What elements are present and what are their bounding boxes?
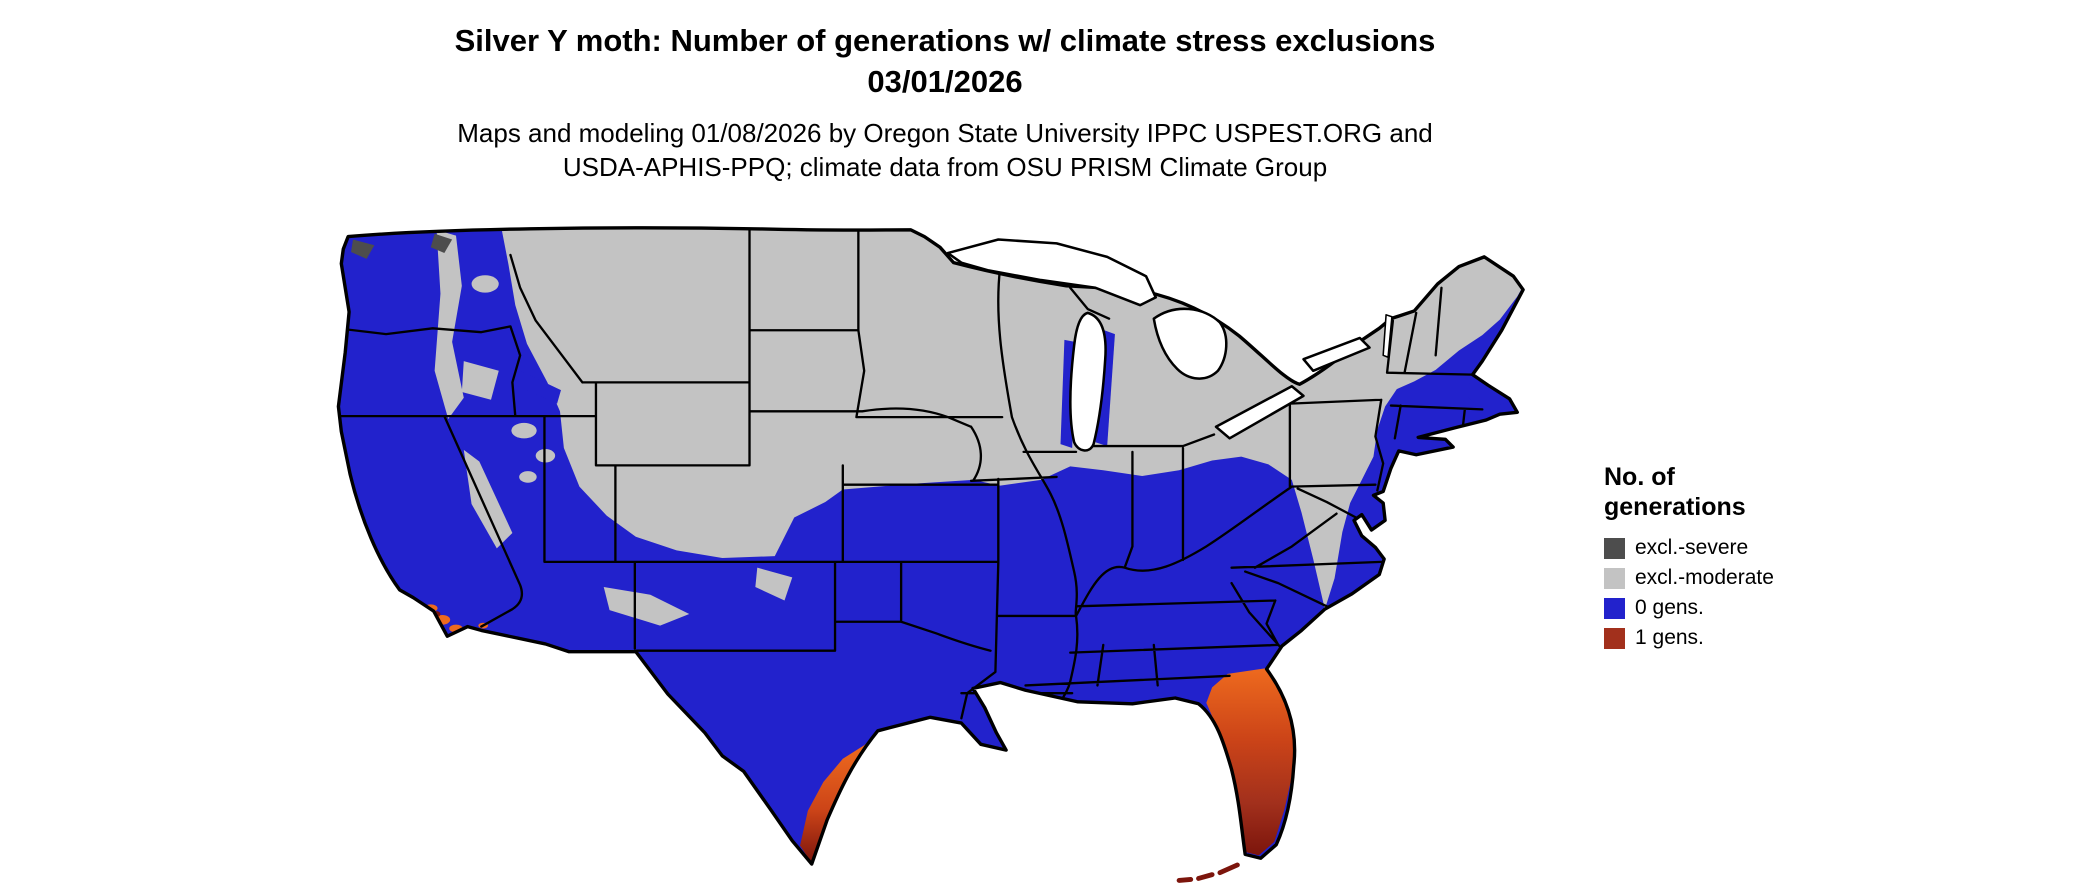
legend-item-zero-gens: 0 gens.	[1604, 596, 1774, 620]
gray-patch-arizona-highlands	[603, 586, 690, 626]
legend-swatch-excl-severe	[1604, 537, 1625, 559]
gray-patch-nevada-3	[519, 471, 537, 483]
us-outline	[336, 226, 1525, 866]
florida-keys	[1176, 862, 1240, 883]
legend: No. of generations excl.-severe excl.-mo…	[1604, 462, 1774, 656]
subtitle-line-2: USDA-APHIS-PPQ; climate data from OSU PR…	[562, 152, 1328, 182]
gray-patch-new-mexico	[755, 567, 793, 601]
severe-patch-north-cascades	[430, 233, 453, 254]
lake-huron	[1152, 307, 1228, 380]
region-one-generation-florida	[1206, 668, 1296, 856]
legend-label-excl-moderate: excl.-moderate	[1635, 566, 1774, 589]
page-title-line-1: Silver Y moth: Number of generations w/ …	[454, 23, 1436, 58]
gray-patch-nevada-1	[511, 422, 537, 439]
lake-ontario	[1302, 336, 1371, 373]
legend-swatch-excl-moderate	[1604, 567, 1625, 589]
legend-label-one-gen: 1 gens.	[1635, 626, 1704, 649]
gray-patch-sierra-nevada	[463, 449, 513, 549]
excluded-moderate-west-patches	[434, 229, 793, 626]
blue-patch-snake-plain	[518, 370, 561, 404]
severe-patch-olympic	[351, 239, 375, 259]
gray-patch-cascades	[434, 229, 464, 420]
legend-title: No. of generations	[1604, 462, 1774, 522]
legend-swatch-zero-gens	[1604, 597, 1625, 619]
state-borders	[338, 227, 1484, 741]
blue-patch-lake-michigan-east-shore	[1095, 330, 1115, 447]
legend-item-excl-moderate: excl.-moderate	[1604, 566, 1774, 590]
us-generations-map	[336, 226, 1525, 883]
lake-champlain	[1382, 314, 1393, 359]
gray-patch-east-oregon	[461, 361, 499, 400]
legend-title-line-2: generations	[1604, 493, 1746, 521]
lake-superior	[946, 238, 1158, 307]
legend-item-excl-severe: excl.-severe	[1604, 536, 1774, 560]
legend-items: excl.-severe excl.-moderate 0 gens. 1 ge…	[1604, 536, 1774, 650]
legend-swatch-one-gen	[1604, 627, 1625, 649]
excluded-severe-patches	[351, 233, 453, 259]
page-title-line-2: 03/01/2026	[867, 64, 1023, 99]
subtitle-line-1: Maps and modeling 01/08/2026 by Oregon S…	[457, 118, 1433, 148]
subtitle: Maps and modeling 01/08/2026 by Oregon S…	[0, 116, 1890, 184]
lake-erie	[1214, 384, 1305, 440]
gray-patch-ne-washington	[471, 275, 499, 293]
blue-patch-boston-coast	[1466, 378, 1504, 410]
header: Silver Y moth: Number of generations w/ …	[0, 20, 1890, 184]
lake-michigan	[1069, 311, 1107, 452]
great-lakes	[946, 238, 1393, 452]
legend-item-one-gen: 1 gens.	[1604, 626, 1774, 650]
legend-label-excl-severe: excl.-severe	[1635, 536, 1749, 559]
legend-label-zero-gens: 0 gens.	[1635, 596, 1704, 619]
legend-title-line-1: No. of	[1604, 463, 1675, 491]
